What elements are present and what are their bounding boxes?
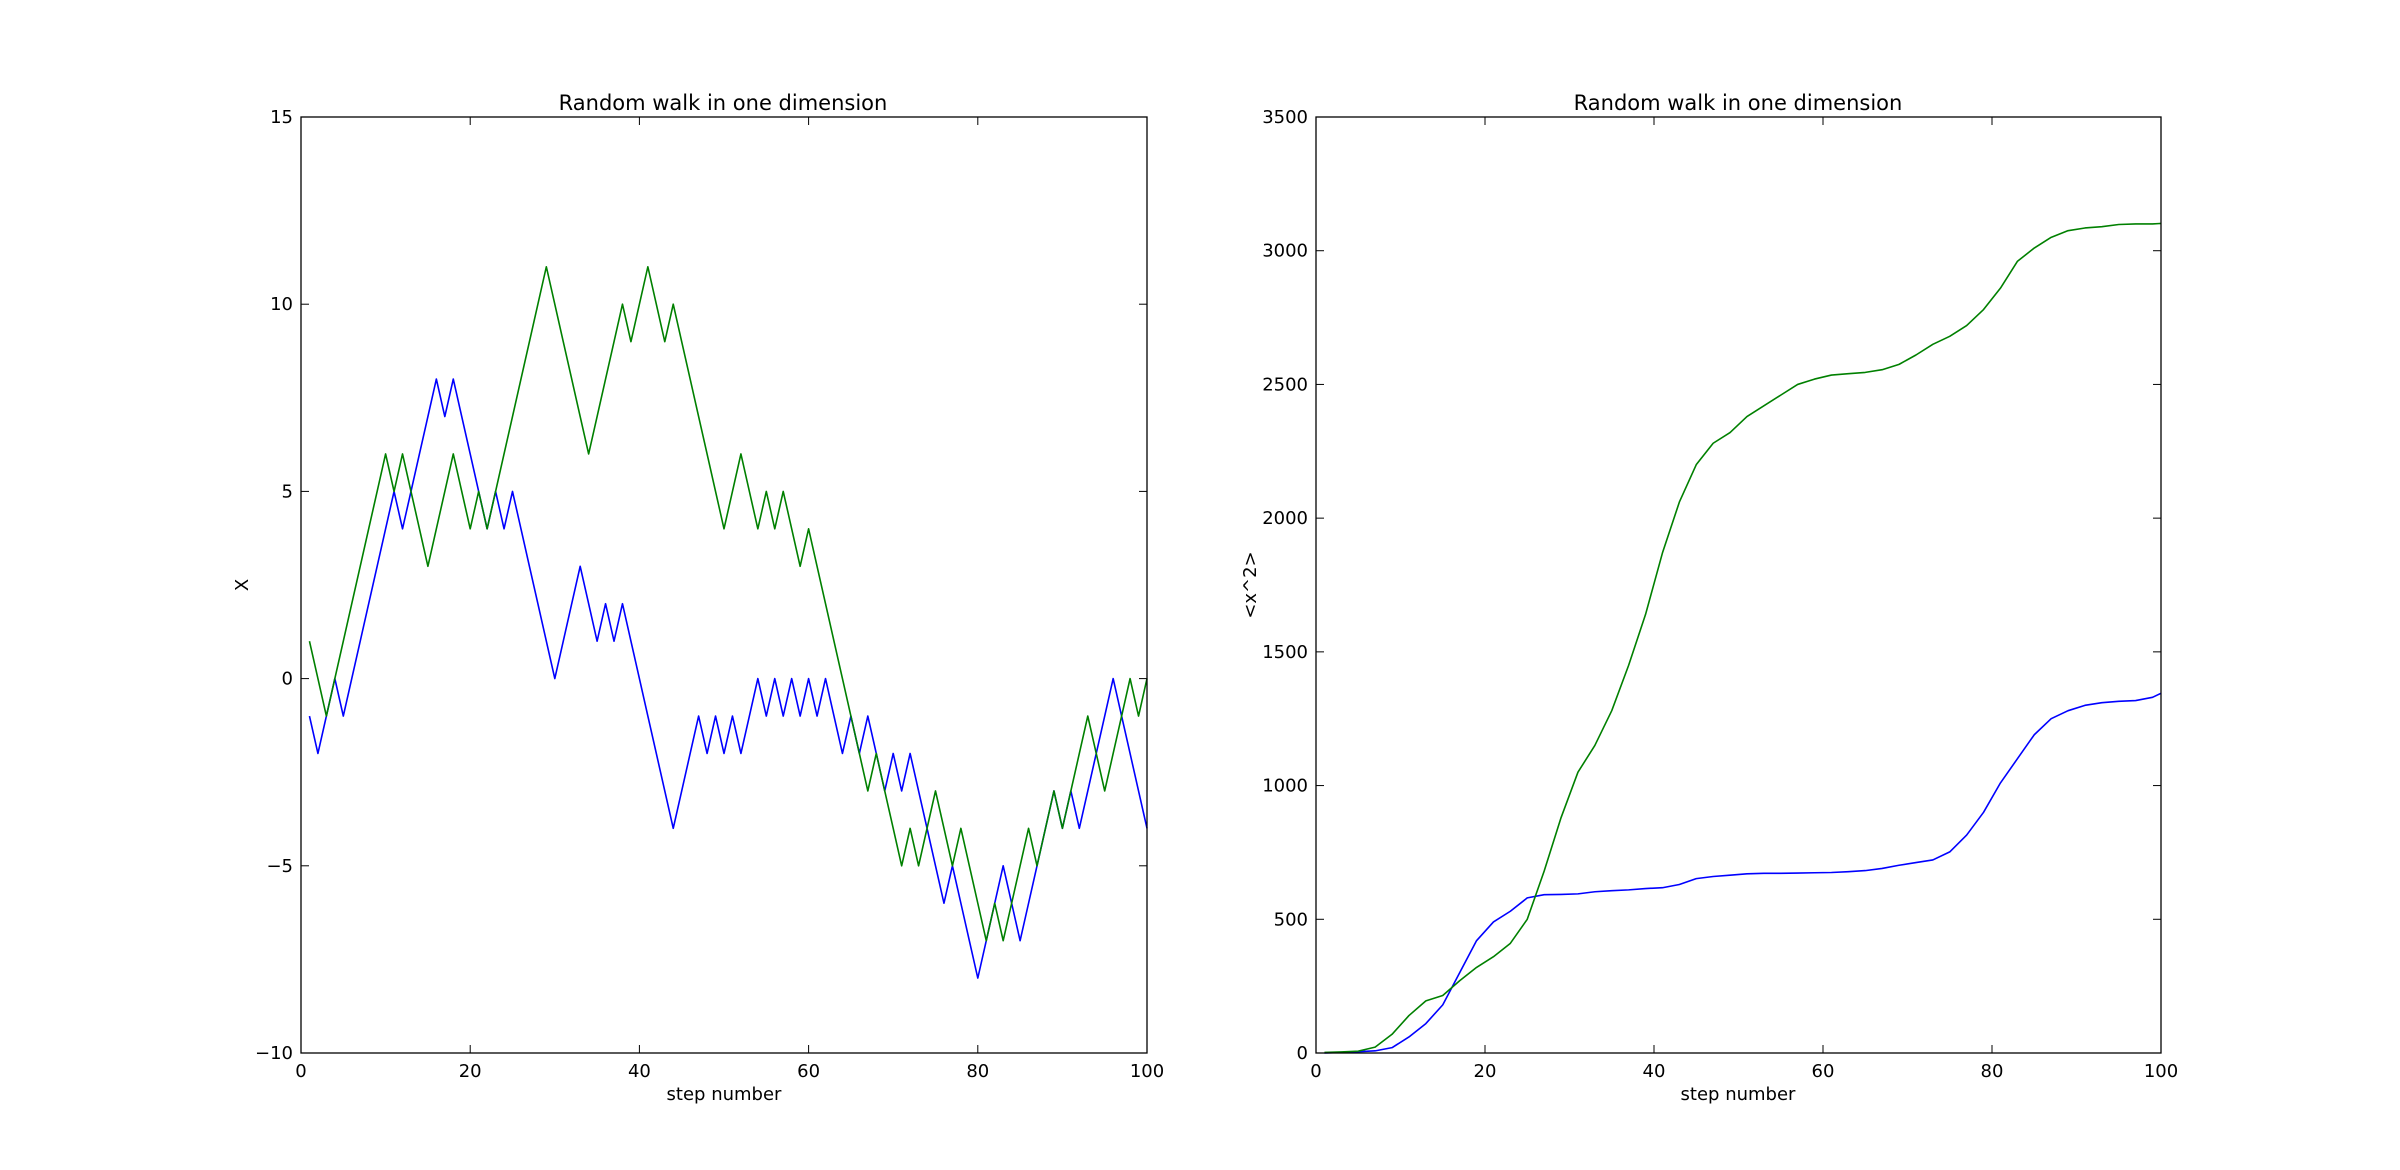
y-tick-label: 2000 [1262, 508, 1308, 529]
chart-title: Random walk in one dimension [1574, 91, 1903, 115]
y-tick-label: 0 [1297, 1043, 1308, 1064]
y-tick-label: 1500 [1262, 642, 1308, 663]
chart-title: Random walk in one dimension [559, 91, 888, 115]
x-tick-label: 20 [1474, 1061, 1497, 1082]
x-tick-label: 100 [1130, 1061, 1164, 1082]
series-layer [308, 265, 1148, 979]
x-tick-label: 80 [966, 1061, 989, 1082]
x-tick-label: 40 [628, 1061, 651, 1082]
y-axis-label: <x^2> [1240, 551, 1261, 618]
y-axis-label: X [232, 579, 253, 591]
y-tick-label: 15 [270, 107, 293, 128]
y-tick-label: 500 [1274, 909, 1308, 930]
x-tick-label: 0 [295, 1061, 306, 1082]
x-tick-label: 80 [1981, 1061, 2004, 1082]
axes-frame [300, 116, 1148, 1054]
x-tick-label: 100 [2144, 1061, 2178, 1082]
x-tick-label: 0 [1310, 1061, 1321, 1082]
y-tick-label: 2500 [1262, 374, 1308, 395]
x-tick-label: 60 [797, 1061, 820, 1082]
x-tick-label: 40 [1643, 1061, 1666, 1082]
x-axis-label: step number [667, 1084, 783, 1105]
y-tick-label: 3500 [1262, 107, 1308, 128]
y-tick-label: 1000 [1262, 776, 1308, 797]
y-tick-label: −5 [266, 856, 293, 877]
series-line-2 [1324, 222, 2162, 1054]
x-axis-label: step number [1681, 1084, 1797, 1105]
y-tick-label: 0 [282, 669, 293, 690]
axes-frame [1315, 116, 2162, 1054]
series-layer [1324, 222, 2162, 1054]
series-line-2 [308, 265, 1148, 942]
y-tick-label: 10 [270, 294, 293, 315]
series-line-1 [308, 378, 1148, 979]
chart-random-walk-position: Random walk in one dimension 0 20 40 60 80 10… [232, 91, 1164, 1105]
y-tick-label: 3000 [1262, 241, 1308, 262]
x-tick-label: 20 [459, 1061, 482, 1082]
y-tick-label: −10 [255, 1043, 293, 1064]
x-tick-label: 60 [1812, 1061, 1835, 1082]
chart-random-walk-mean-square: Random walk in one dimension 0 20 40 60 80 10… [1240, 91, 2178, 1105]
series-line-1 [1324, 692, 2162, 1054]
tick-layer: 0 20 40 60 80 100 −10 −5 0 5 10 15 [255, 107, 1164, 1082]
y-tick-label: 5 [282, 481, 293, 502]
